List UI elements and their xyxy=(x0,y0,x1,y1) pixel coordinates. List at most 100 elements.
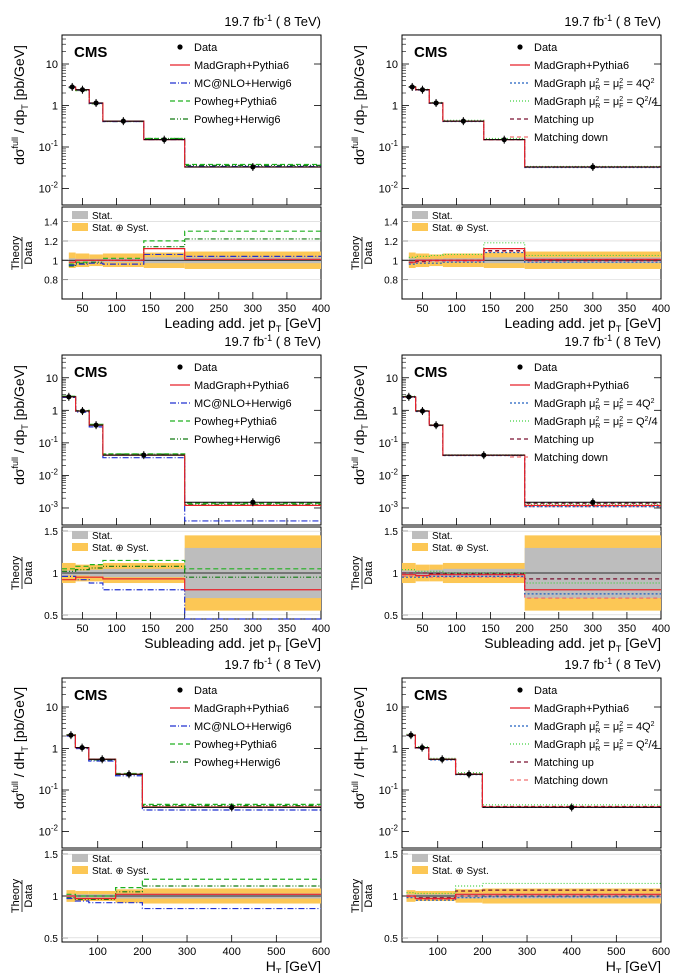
ratio-q2down xyxy=(408,242,661,258)
x-tick-label: 300 xyxy=(244,303,262,315)
series-powheg_herwig xyxy=(62,395,321,505)
x-tick-label: 600 xyxy=(652,946,670,958)
legend-label-madgraph: MadGraph+Pythia6 xyxy=(194,703,289,715)
chart-sub-mc: 19.7 fb-1 ( 8 TeV) CMS dσfull / dpT [pb/Ge… xyxy=(10,333,330,654)
ratio-y-axis-label: Theory Data xyxy=(10,878,35,913)
data-point xyxy=(79,745,85,751)
data-point xyxy=(409,84,415,90)
cms-label: CMS xyxy=(74,44,107,61)
legend-label-data: Data xyxy=(534,362,558,374)
x-tick-label: 100 xyxy=(107,623,125,635)
data-point xyxy=(120,118,126,124)
series-madgraph xyxy=(62,396,321,506)
data-point xyxy=(66,394,72,400)
ratio-tick-label: 1 xyxy=(52,569,58,580)
data-point xyxy=(501,137,507,143)
ratio-q2up xyxy=(408,251,661,265)
x-tick-label: 200 xyxy=(516,623,534,635)
x-ticks: 50 100 150 200 250 300 350 400 xyxy=(416,518,670,635)
cms-label: CMS xyxy=(74,687,107,704)
data-point xyxy=(69,84,75,90)
data-point xyxy=(408,732,414,738)
legend: Data MadGraph+Pythia6 MadGraph μ2 R = μ2 F =… xyxy=(510,42,658,144)
x-tick-label: 300 xyxy=(584,303,602,315)
legend-stat-swatch xyxy=(72,854,88,862)
legend-marker-data xyxy=(517,44,523,50)
ratio-tick-label: 1.4 xyxy=(384,218,398,229)
legend-marker-data xyxy=(517,364,523,370)
ratio-mcatnlo xyxy=(66,897,321,910)
data-point xyxy=(406,394,412,400)
legend-marker-data xyxy=(177,44,183,50)
legend-stat-label: Stat. xyxy=(432,211,453,222)
ratio-tick-label: 1 xyxy=(52,256,58,267)
ratio-series xyxy=(66,878,321,910)
x-tick-label: 350 xyxy=(618,303,636,315)
legend-syst-swatch xyxy=(412,866,428,874)
legend-marker-data xyxy=(177,687,183,693)
ratio-madgraph xyxy=(62,576,321,591)
x-axis-label: Subleading add. jet pT [GeV] xyxy=(144,635,321,654)
x-tick-label: 400 xyxy=(652,303,670,315)
x-axis-label: HT [GeV] xyxy=(606,958,661,973)
y-axis-label: dσfull / dpT [pb/GeV] xyxy=(10,365,30,485)
y-tick-label: 10 xyxy=(46,702,58,714)
x-tick-label: 150 xyxy=(141,623,159,635)
ratio-mcatnlo xyxy=(68,253,321,266)
ratio-tick-label: 1.4 xyxy=(44,218,58,229)
ratio-label-data: Data xyxy=(363,241,375,265)
data-point xyxy=(229,804,235,811)
legend-label-match_down: Matching down xyxy=(534,132,608,144)
x-axis-label: Leading add. jet pT [GeV] xyxy=(504,315,661,334)
legend-syst-swatch xyxy=(72,223,88,231)
x-tick-label: 500 xyxy=(267,946,285,958)
x-axis-label: Subleading add. jet pT [GeV] xyxy=(484,635,661,654)
x-tick-label: 300 xyxy=(178,946,196,958)
legend-label-mcatnlo: MC@NLO+Herwig6 xyxy=(194,398,292,410)
legend-syst-label: Stat. ⊕ Syst. xyxy=(92,866,149,877)
ratio-y-axis-label: Theory Data xyxy=(350,878,375,913)
ratio-tick-label: 1.2 xyxy=(384,237,398,248)
legend-label-data: Data xyxy=(194,685,218,697)
y-tick-label: 10-1 xyxy=(39,782,59,797)
x-tick-label: 100 xyxy=(447,303,465,315)
x-tick-label: 600 xyxy=(312,946,330,958)
ratio-tick-label: 1.2 xyxy=(44,237,58,248)
y-tick-label: 10-2 xyxy=(379,467,399,482)
x-tick-label: 150 xyxy=(141,303,159,315)
x-tick-label: 350 xyxy=(278,623,296,635)
data-points xyxy=(408,82,661,171)
legend: Data MadGraph+Pythia6 MC@NLO+Herwig6 Powheg… xyxy=(170,362,292,446)
data-point xyxy=(141,452,147,458)
y-tick-label: 1 xyxy=(392,100,398,112)
y-axis-label: dσfull / dHT [pb/GeV] xyxy=(10,687,30,809)
ratio-legend: Stat.Stat. ⊕ Syst. xyxy=(72,854,149,877)
x-tick-label: 400 xyxy=(563,946,581,958)
legend-label-data: Data xyxy=(534,685,558,697)
energy-title: 19.7 fb-1 ( 8 TeV) xyxy=(224,656,321,672)
x-tick-label: 500 xyxy=(607,946,625,958)
x-ticks: 50 100 150 200 250 300 350 400 xyxy=(416,198,670,315)
ratio-tick-label: 1 xyxy=(392,569,398,580)
cms-label: CMS xyxy=(74,364,107,381)
chart-lead-mc: 19.7 fb-1 ( 8 TeV) CMS dσfull / dpT [pb/Ge… xyxy=(10,13,330,334)
x-tick-label: 350 xyxy=(278,303,296,315)
upper-frame xyxy=(401,34,662,206)
ratio-powheg_herwig xyxy=(62,565,321,578)
ratio-madgraph xyxy=(68,248,321,263)
ratio-legend: Stat.Stat. ⊕ Syst. xyxy=(72,531,149,554)
y-tick-label: 10-2 xyxy=(379,823,399,838)
series-madgraph xyxy=(402,396,661,506)
y-ticks: 10-3 10-2 10-1 1 10 xyxy=(379,354,661,515)
x-tick-label: 250 xyxy=(210,623,228,635)
y-axis-label: dσfull / dpT [pb/GeV] xyxy=(350,45,370,165)
y-axis-label: dσfull / dHT [pb/GeV] xyxy=(350,687,370,809)
legend-label-mcatnlo: MC@NLO+Herwig6 xyxy=(194,721,292,733)
ratio-q2down xyxy=(406,882,661,895)
energy-title: 19.7 fb-1 ( 8 TeV) xyxy=(564,333,661,349)
y-tick-label: 10 xyxy=(46,59,58,71)
ratio-y-axis-label: Theory Data xyxy=(10,235,35,270)
y-tick-label: 10-2 xyxy=(39,467,59,482)
data-point xyxy=(250,164,256,170)
